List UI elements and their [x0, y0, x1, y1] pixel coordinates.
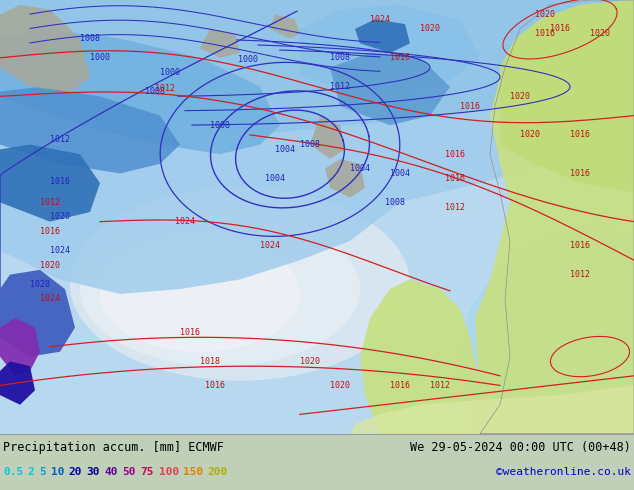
Polygon shape	[0, 318, 40, 376]
Polygon shape	[350, 386, 634, 434]
Ellipse shape	[70, 188, 410, 381]
Text: 1020: 1020	[535, 10, 555, 19]
Text: 1012: 1012	[50, 135, 70, 144]
Polygon shape	[330, 53, 450, 125]
Polygon shape	[300, 5, 480, 97]
Text: 1004: 1004	[265, 174, 285, 183]
Text: 1008: 1008	[385, 198, 405, 207]
Polygon shape	[0, 270, 75, 357]
Polygon shape	[0, 0, 634, 135]
Text: 200: 200	[207, 467, 228, 477]
Polygon shape	[460, 221, 634, 434]
Text: 40: 40	[105, 467, 118, 477]
Text: 30: 30	[86, 467, 100, 477]
Text: 1016: 1016	[50, 177, 70, 186]
Text: 1016: 1016	[390, 53, 410, 62]
Text: 1016: 1016	[570, 130, 590, 140]
Text: 1016: 1016	[180, 328, 200, 337]
Polygon shape	[0, 0, 634, 294]
Polygon shape	[0, 87, 180, 173]
Text: Precipitation accum. [mm] ECMWF: Precipitation accum. [mm] ECMWF	[3, 441, 224, 454]
Polygon shape	[310, 116, 345, 159]
Text: 1028: 1028	[30, 280, 50, 289]
Text: ©weatheronline.co.uk: ©weatheronline.co.uk	[496, 467, 631, 477]
Text: 1024: 1024	[50, 246, 70, 255]
Text: 1008: 1008	[210, 121, 230, 130]
Polygon shape	[355, 19, 410, 53]
Text: 150: 150	[183, 467, 204, 477]
Text: 1012: 1012	[445, 203, 465, 212]
Text: 1016: 1016	[40, 227, 60, 236]
Ellipse shape	[100, 236, 300, 352]
Text: 1012: 1012	[570, 270, 590, 279]
Text: 1012: 1012	[155, 84, 175, 93]
Text: 1004: 1004	[275, 145, 295, 154]
Text: 1020: 1020	[590, 29, 610, 38]
Text: 1000: 1000	[238, 55, 258, 64]
Polygon shape	[0, 362, 35, 405]
Text: 1020: 1020	[420, 24, 440, 33]
Text: 50: 50	[122, 467, 136, 477]
Text: 1000: 1000	[90, 53, 110, 62]
Polygon shape	[0, 29, 280, 154]
Polygon shape	[475, 0, 634, 434]
Text: 1008: 1008	[80, 34, 100, 43]
Text: 1024: 1024	[175, 217, 195, 226]
Text: 1018: 1018	[200, 357, 220, 366]
Text: 1004: 1004	[350, 164, 370, 173]
Text: 1008: 1008	[300, 140, 320, 149]
Polygon shape	[360, 279, 480, 434]
Polygon shape	[500, 0, 634, 193]
Text: 1024: 1024	[40, 294, 60, 303]
Text: 1000: 1000	[160, 68, 180, 77]
Text: 1016: 1016	[550, 24, 570, 33]
Text: 1016: 1016	[570, 241, 590, 250]
Text: 1016: 1016	[445, 149, 465, 159]
Text: 1012: 1012	[430, 381, 450, 390]
Text: 1016: 1016	[570, 169, 590, 178]
Text: 1020: 1020	[40, 261, 60, 270]
Text: 100: 100	[158, 467, 179, 477]
Text: 5: 5	[39, 467, 46, 477]
Text: 1024: 1024	[370, 15, 390, 24]
Text: 0.5: 0.5	[3, 467, 23, 477]
Text: 1024: 1024	[260, 241, 280, 250]
Text: 1016: 1016	[390, 381, 410, 390]
Text: 1012: 1012	[330, 82, 350, 91]
Text: 1008: 1008	[145, 87, 165, 96]
Text: 1004: 1004	[390, 169, 410, 178]
Text: 75: 75	[141, 467, 154, 477]
Text: 1020: 1020	[300, 357, 320, 366]
Polygon shape	[0, 145, 100, 221]
Polygon shape	[270, 14, 300, 39]
Text: 1012: 1012	[40, 198, 60, 207]
Text: 1016: 1016	[205, 381, 225, 390]
Text: 1016: 1016	[445, 174, 465, 183]
Polygon shape	[0, 5, 90, 92]
Text: 1020: 1020	[50, 212, 70, 221]
Text: 1016: 1016	[460, 101, 480, 111]
Text: 1008: 1008	[330, 53, 350, 62]
Text: We 29-05-2024 00:00 UTC (00+48): We 29-05-2024 00:00 UTC (00+48)	[410, 441, 631, 454]
Ellipse shape	[80, 212, 360, 366]
Polygon shape	[200, 29, 240, 58]
Text: 1016: 1016	[535, 29, 555, 38]
Text: 1020: 1020	[520, 130, 540, 140]
Text: 10: 10	[51, 467, 64, 477]
Text: 2: 2	[27, 467, 34, 477]
Text: 1020: 1020	[510, 92, 530, 101]
Polygon shape	[325, 159, 365, 197]
Text: 1020: 1020	[330, 381, 350, 390]
Text: 20: 20	[68, 467, 82, 477]
